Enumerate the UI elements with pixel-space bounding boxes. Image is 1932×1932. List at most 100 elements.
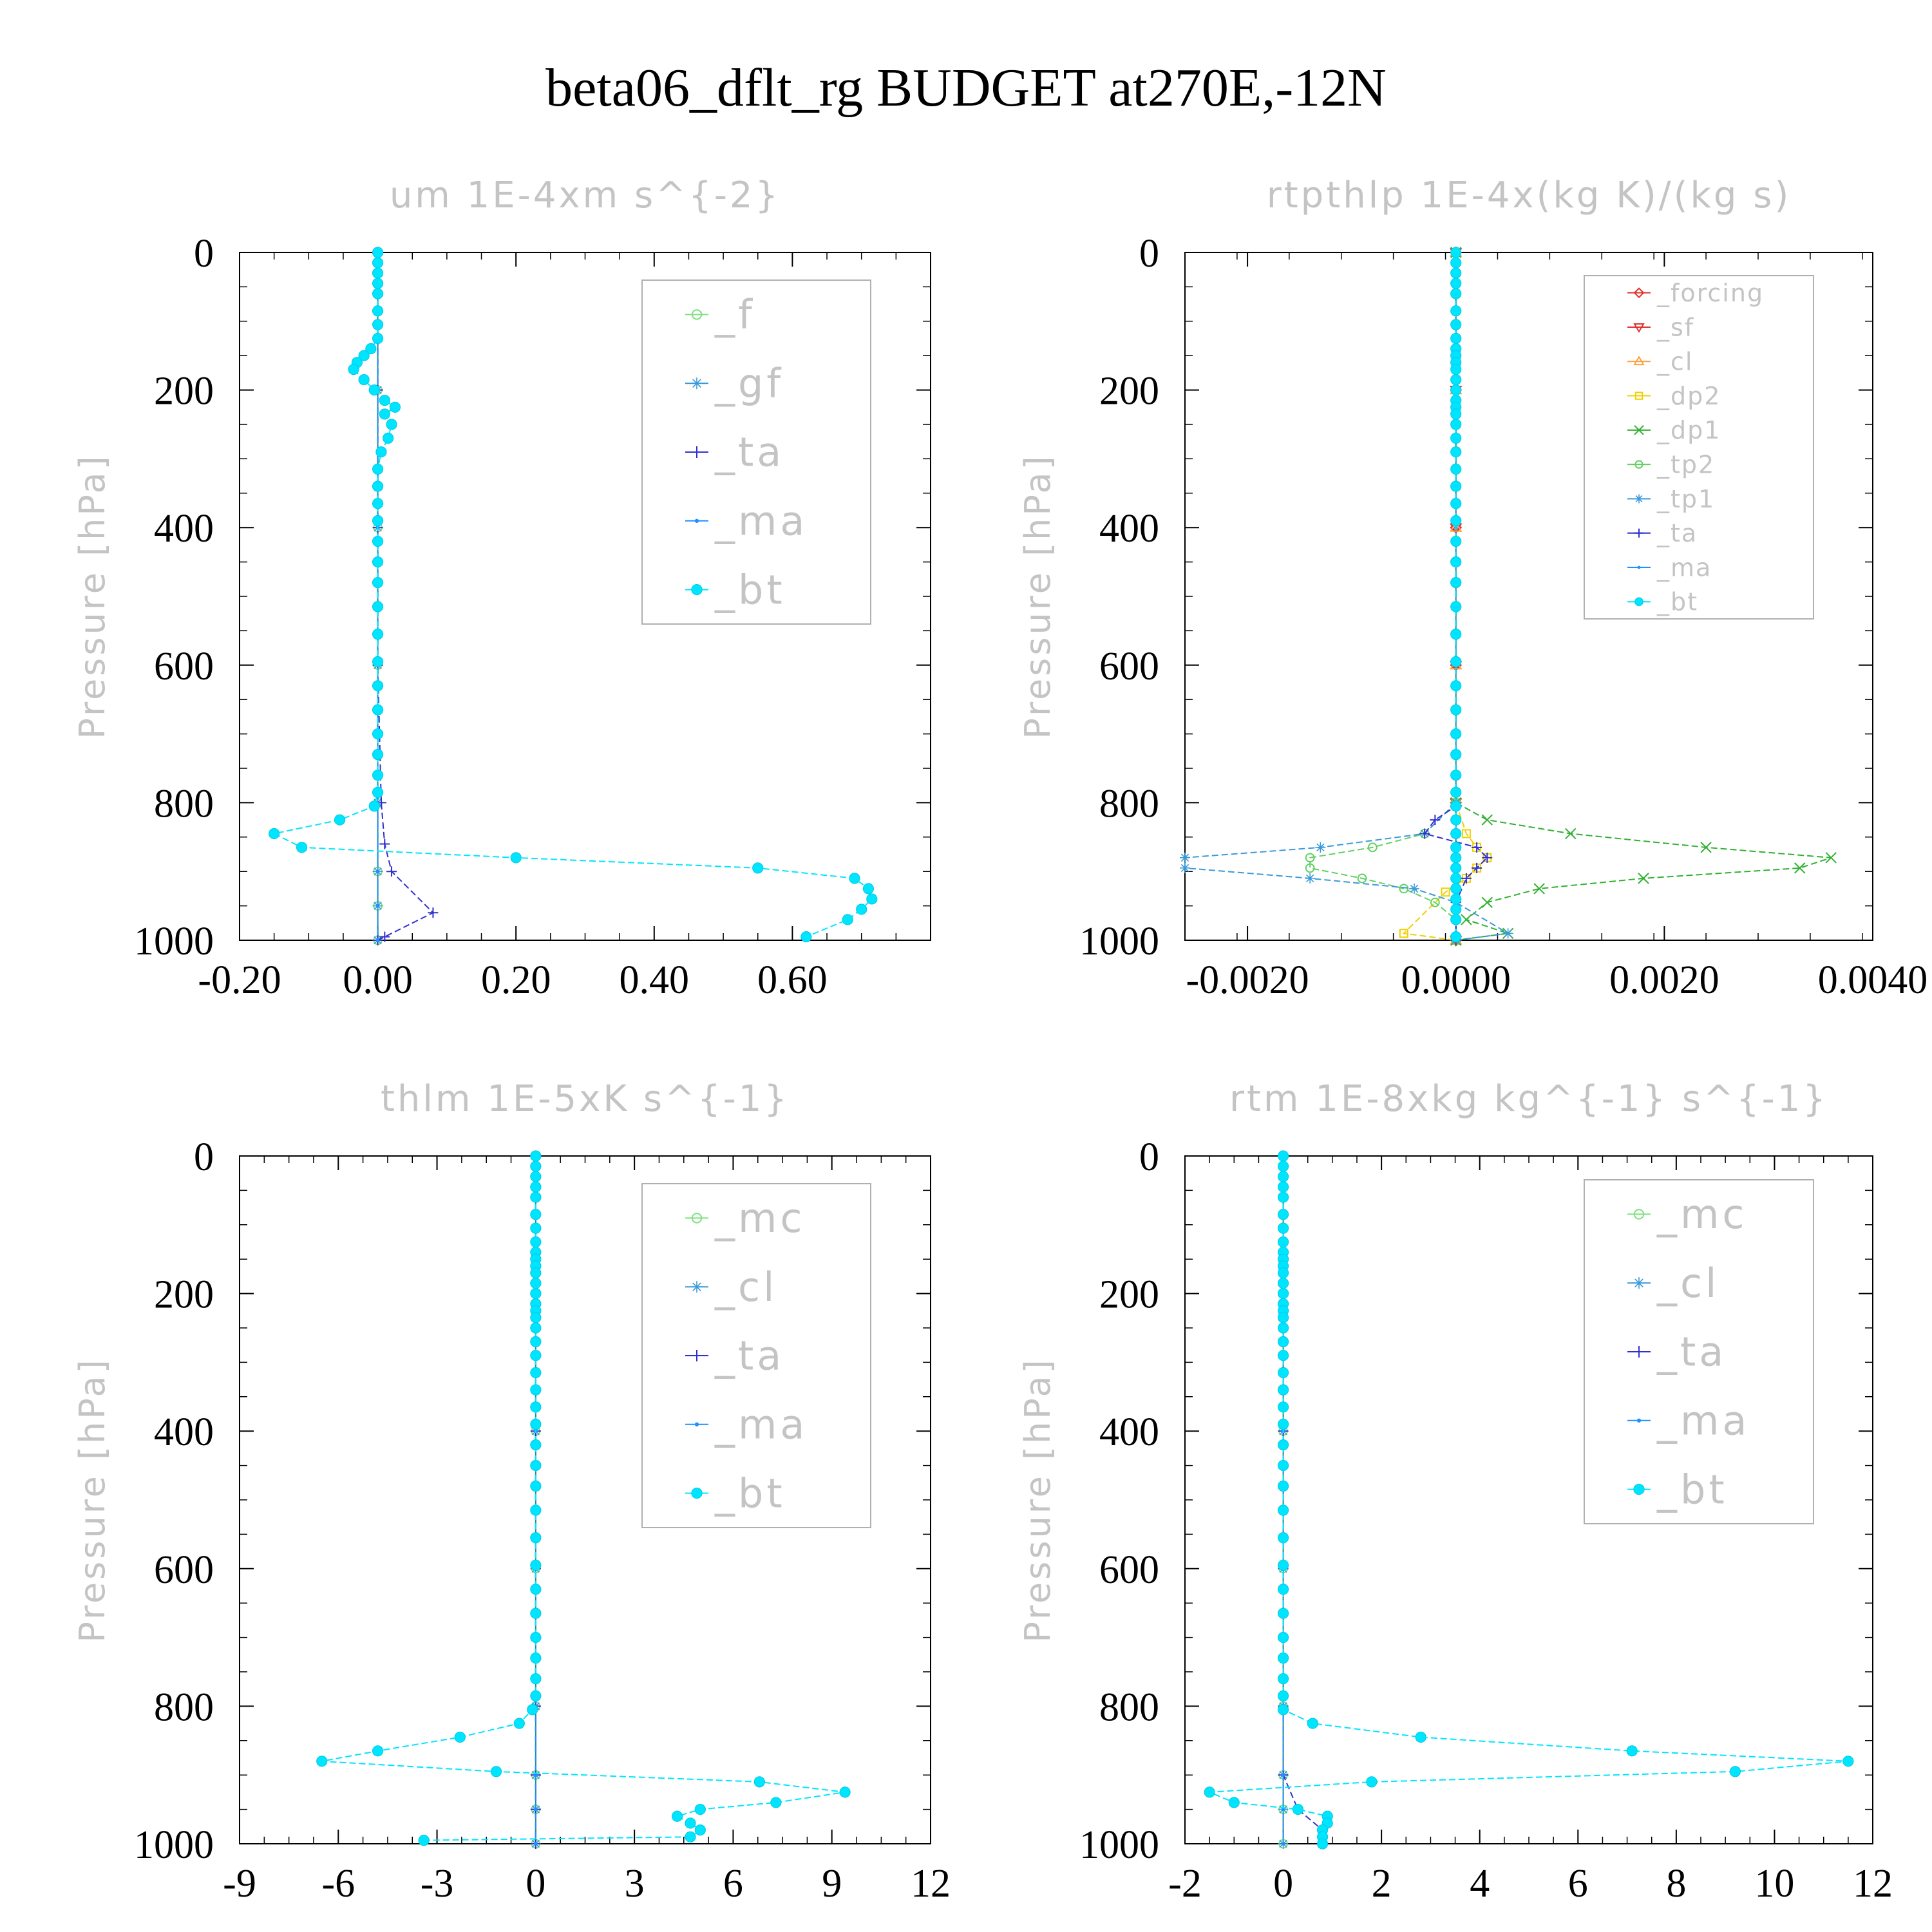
data-point [530, 1418, 542, 1430]
legend: _f _gf _ta _ma _bt [641, 279, 871, 625]
legend: _forcing _sf _cl _dp2 _dp1 _tp2 _tp1 _ta _ma _bt [1584, 275, 1814, 620]
data-point [372, 319, 384, 330]
data-point [1450, 873, 1462, 884]
chart-panel-1: um 1E-4xm s^{-2} Pressure [hPa] 0 200 400 600… [72, 175, 931, 1002]
data-point [849, 873, 860, 884]
data-point [1277, 1532, 1289, 1544]
legend-box [641, 1183, 871, 1528]
data-point [1305, 863, 1315, 873]
x-tick-label: 9 [822, 1862, 842, 1906]
data-point [770, 1797, 782, 1808]
data-point [530, 1181, 542, 1193]
data-point [1277, 1559, 1289, 1571]
y-axis-label: Pressure [hPa] [1018, 1357, 1058, 1642]
data-point [1277, 1160, 1289, 1172]
data-point [454, 1731, 466, 1743]
data-point [372, 656, 384, 668]
data-point [1281, 1842, 1285, 1846]
data-point [1502, 928, 1513, 939]
data-point [1450, 515, 1462, 527]
x-tick-label: 0.60 [757, 958, 828, 1002]
panel-title: rtpthlp 1E-4x(kg K)/(kg s) [1267, 175, 1792, 216]
data-point [1204, 1786, 1215, 1798]
data-point [534, 1773, 538, 1777]
legend-marker [1634, 597, 1643, 607]
data-point [1180, 862, 1190, 873]
data-point [1281, 1773, 1285, 1777]
legend-marker [1633, 1484, 1645, 1495]
legend-label: _cl [1656, 1260, 1719, 1307]
data-point [1277, 1439, 1289, 1451]
data-point [1450, 629, 1462, 640]
data-point [386, 866, 397, 877]
data-point [1277, 1690, 1289, 1701]
data-point [1450, 556, 1462, 568]
data-point [530, 1584, 542, 1595]
data-point [1450, 904, 1462, 915]
data-point [1441, 887, 1450, 897]
data-point [379, 931, 390, 942]
data-point [1430, 815, 1441, 826]
data-point [1450, 535, 1462, 547]
data-point [372, 601, 384, 612]
data-point [1450, 852, 1462, 864]
data-point [1315, 842, 1326, 853]
data-point [372, 704, 384, 715]
data-point [685, 1817, 696, 1829]
series-bt [269, 247, 878, 943]
series-line [1309, 252, 1457, 940]
data-point [1533, 883, 1545, 895]
x-tick-label: 0.00 [343, 958, 413, 1002]
data-point [530, 1222, 542, 1234]
data-point [389, 401, 401, 413]
legend: _mc _cl _ta _ma _bt [641, 1183, 871, 1528]
x-tick-label: 4 [1470, 1862, 1490, 1906]
data-point [1305, 873, 1316, 884]
data-point [296, 842, 308, 853]
legend-label: _ta [714, 429, 784, 476]
data-point [530, 1673, 542, 1685]
data-point [375, 938, 380, 942]
legend-marker [691, 309, 703, 320]
series-line [377, 252, 435, 941]
plot-frame [239, 252, 931, 941]
data-point [1450, 257, 1462, 269]
data-point [372, 515, 384, 527]
data-point [1450, 728, 1462, 740]
data-point [530, 1481, 542, 1492]
x-tick-label: 0.0000 [1401, 958, 1511, 1002]
data-point [685, 1831, 696, 1842]
data-point [530, 1171, 542, 1182]
data-point [1277, 1504, 1289, 1516]
data-point [1472, 862, 1482, 873]
data-point [1277, 1384, 1289, 1396]
legend-label: _ta [1656, 519, 1698, 547]
data-point [348, 363, 359, 375]
data-point [866, 893, 878, 905]
legend-marker [1633, 287, 1645, 299]
data-point [372, 629, 384, 640]
data-point [530, 1632, 542, 1643]
y-tick-label: 0 [1139, 232, 1159, 276]
data-point [1449, 521, 1463, 532]
data-point [316, 1756, 328, 1767]
data-point [372, 680, 384, 692]
x-tick-label: -3 [421, 1862, 454, 1906]
data-point [1825, 852, 1837, 864]
data-point [1450, 278, 1462, 289]
data-point [1277, 1367, 1289, 1379]
data-point [530, 1384, 542, 1396]
data-point [1277, 1191, 1289, 1203]
data-point [1481, 896, 1493, 908]
data-point [375, 904, 380, 908]
data-point [530, 1690, 542, 1701]
data-point [372, 305, 384, 317]
legend-marker [694, 1422, 699, 1426]
data-point [358, 374, 370, 386]
legend-marker [694, 518, 699, 523]
data-point [534, 1807, 538, 1812]
x-tick-label: 0.40 [620, 958, 690, 1002]
data-point [334, 814, 346, 826]
legend-label: _ta [1656, 1329, 1727, 1376]
series-line [1282, 1156, 1323, 1844]
